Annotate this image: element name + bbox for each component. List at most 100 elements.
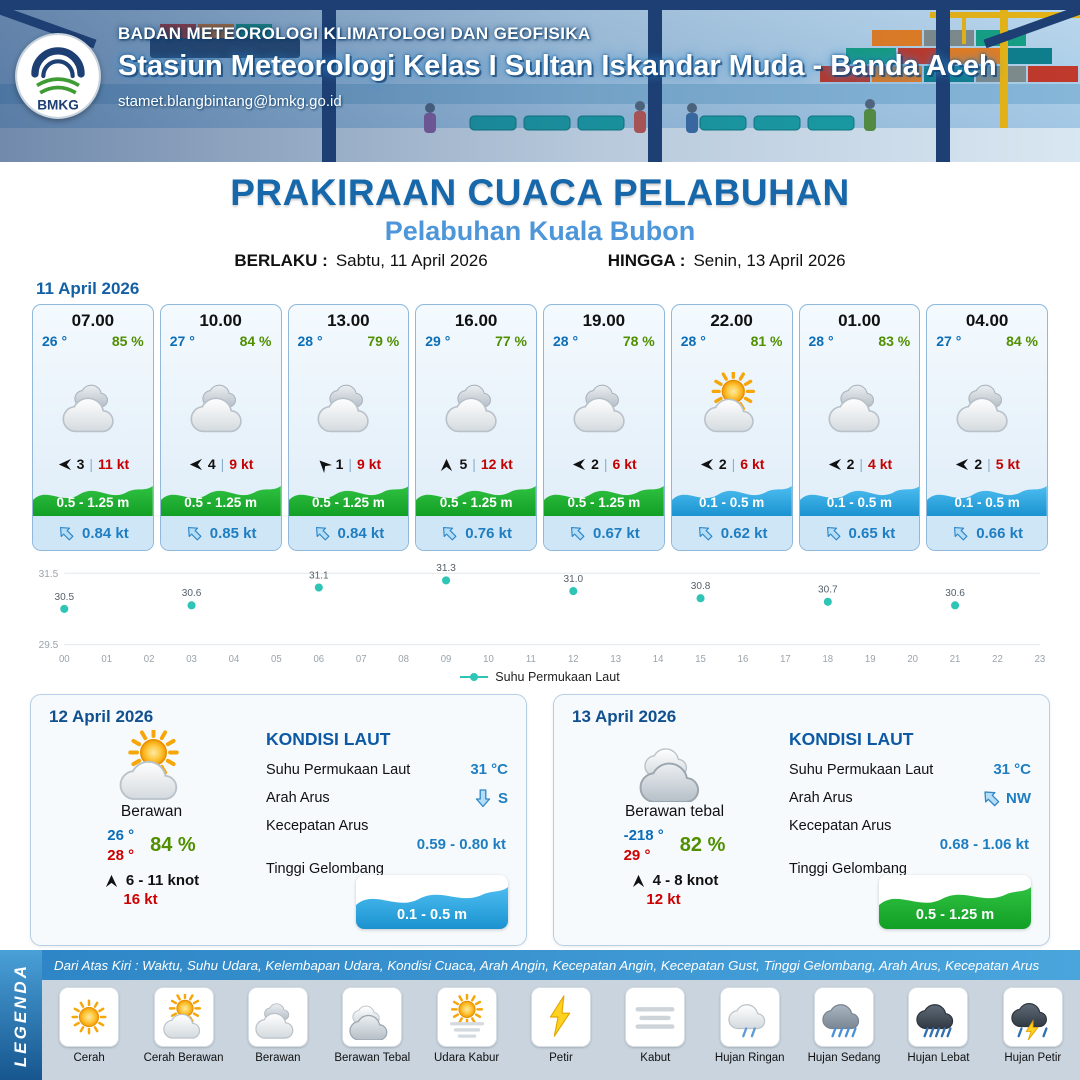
svg-text:07: 07: [356, 654, 367, 665]
outlook-date: 13 April 2026: [572, 707, 677, 726]
temp-max: 29 °: [623, 846, 651, 864]
current-dir-text: S: [497, 789, 508, 807]
agency-name: BADAN METEOROLOGI KLIMATOLOGI DAN GEOFIS…: [118, 24, 591, 43]
legend-item: Hujan Lebat: [892, 987, 984, 1064]
humidity: 78 %: [622, 333, 655, 349]
legend-item: Kabut: [609, 987, 701, 1064]
current-row: 0.84 kt: [288, 516, 409, 550]
humidity: 79 %: [367, 333, 400, 349]
legend-item-label: Hujan Petir: [1004, 1052, 1062, 1064]
wave-height: 0.5 - 1.25 m: [567, 495, 641, 510]
sea-title: KONDISI LAUT: [789, 729, 914, 749]
outlook-card: 13 April 2026 Berawan tebal -218 ° 29 ° 82 %…: [553, 694, 1050, 946]
wave-height: 0.5 - 1.25 m: [56, 495, 130, 510]
current-direction-icon: [440, 524, 458, 542]
current-speed-label: Kecepatan Arus: [266, 818, 369, 834]
wave-height-band: 0.1 - 0.5 m: [671, 476, 792, 516]
wave-height: 0.5 - 1.25 m: [439, 495, 513, 510]
air-temp: 28 °: [553, 333, 579, 349]
svg-text:31.0: 31.0: [563, 574, 583, 585]
validity-row: BERLAKU : Sabtu, 11 April 2026 HINGGA : Se…: [0, 251, 1080, 271]
current-speed: 0.66 kt: [976, 524, 1023, 542]
humidity: 81 %: [750, 333, 783, 349]
wind-speed: 5: [459, 456, 468, 472]
current-row: 0.84 kt: [33, 516, 153, 550]
sst-value: 31 °C: [993, 761, 1031, 778]
current-speed: 0.62 kt: [720, 524, 768, 542]
current-dir-label: Arah Arus: [266, 790, 330, 806]
sst-value: 31 °C: [470, 761, 508, 778]
temp-max: 28 °: [107, 846, 135, 864]
wind-row: 4 - 8 knot: [631, 872, 718, 889]
current-direction-icon: [313, 524, 331, 542]
wave-height: 0.5 - 1.25 m: [184, 495, 258, 510]
legend-item-label: Petir: [549, 1052, 573, 1064]
temp-humidity-row: 27 ° 84 %: [927, 332, 1047, 349]
gust-speed: 4 kt: [868, 456, 893, 472]
bmkg-logo-text: BMKG: [37, 98, 79, 113]
page-title: PRAKIRAAN CUACA PELABUHAN: [230, 172, 850, 213]
weather-icon: [927, 349, 1047, 456]
petir-icon: [530, 987, 591, 1047]
gust-speed: 6 kt: [740, 456, 765, 472]
humidity: 84 %: [150, 834, 196, 856]
valid-from-value: Sabtu, 11 April 2026: [335, 251, 488, 270]
temp-column: 26 ° 28 °: [107, 826, 134, 865]
wind-direction-icon: [699, 457, 714, 472]
weather-condition: Berawan tebal: [624, 803, 725, 820]
wind-speed: 2: [974, 456, 983, 472]
svg-text:05: 05: [271, 654, 282, 665]
forecast-card: 01.00 28 ° 83 % 2 | 4 kt 0.1 - 0.5 m 0.65 kt: [798, 304, 921, 551]
current-speed: 0.84 kt: [337, 524, 385, 542]
chart-legend-label: Suhu Permukaan Laut: [495, 670, 620, 684]
station-email: stamet.blangbintang@bmkg.go.id: [118, 93, 342, 110]
svg-text:04: 04: [229, 654, 240, 665]
separator: |: [987, 456, 991, 472]
wind-row: 5 | 12 kt: [416, 456, 536, 476]
forecast-card: 19.00 28 ° 78 % 2 | 6 kt 0.5 - 1.25 m 0.67 kt: [543, 304, 665, 551]
wind-row: 1 | 9 kt: [289, 456, 409, 476]
wind-direction-icon: [571, 457, 586, 472]
svg-text:30.5: 30.5: [54, 592, 74, 603]
air-temp: 28 °: [297, 333, 323, 349]
wave-height-value: 0.1 - 0.5 m: [396, 907, 468, 923]
wind-row: 2 | 5 kt: [927, 456, 1047, 476]
weather-icon: [161, 349, 281, 456]
svg-text:06: 06: [313, 654, 324, 665]
legend-item: Udara Kabur: [421, 987, 513, 1064]
air-temp: 28 °: [808, 333, 834, 349]
weather-icon: [289, 349, 409, 456]
sst-row: Suhu Permukaan Laut 31 °C: [266, 761, 508, 778]
separator: |: [220, 456, 225, 472]
sst-chart-wrap: 31.5 29.5 00 01 02 03 04 05 06 07 08 09 10 11 12 13 14 15…: [0, 551, 1080, 684]
wind-direction-icon: [57, 457, 72, 472]
separator: |: [348, 456, 353, 472]
svg-text:21: 21: [950, 654, 961, 665]
gust-speed: 9 kt: [229, 456, 254, 472]
current-dir-value: S: [473, 788, 508, 808]
svg-text:01: 01: [101, 654, 112, 665]
svg-text:18: 18: [822, 654, 833, 665]
wind-row: 4 | 9 kt: [161, 456, 281, 476]
separator: |: [859, 456, 864, 472]
hujan-ringan-icon: [719, 987, 780, 1047]
gust-speed: 11 kt: [98, 456, 130, 472]
sst-chart: 31.5 29.500 01 02 03 04 05 06 07 08 09 10 11 12 13 14 15…: [39, 563, 1046, 665]
current-speed: 0.84 kt: [82, 524, 129, 542]
current-direction-icon: [981, 788, 1001, 808]
humidity: 83 %: [878, 333, 911, 349]
current-direction-icon: [568, 524, 586, 542]
svg-text:12: 12: [568, 654, 579, 665]
gust-speed: 12 kt: [646, 891, 681, 908]
current-speed-row: Kecepatan Arus: [266, 818, 508, 834]
hujan-sedang-icon: [814, 987, 875, 1047]
humidity: 84 %: [1006, 333, 1038, 349]
current-direction-icon: [473, 788, 493, 808]
legend-item: Cerah Berawan: [138, 987, 230, 1064]
valid-until: HINGGA : Senin, 13 April 2026: [608, 251, 846, 271]
svg-text:30.6: 30.6: [182, 588, 202, 599]
current-dir-row: Arah Arus NW: [789, 788, 1031, 808]
legend-item-label: Hujan Ringan: [714, 1052, 785, 1064]
current-speed-row: Kecepatan Arus: [789, 818, 1031, 834]
